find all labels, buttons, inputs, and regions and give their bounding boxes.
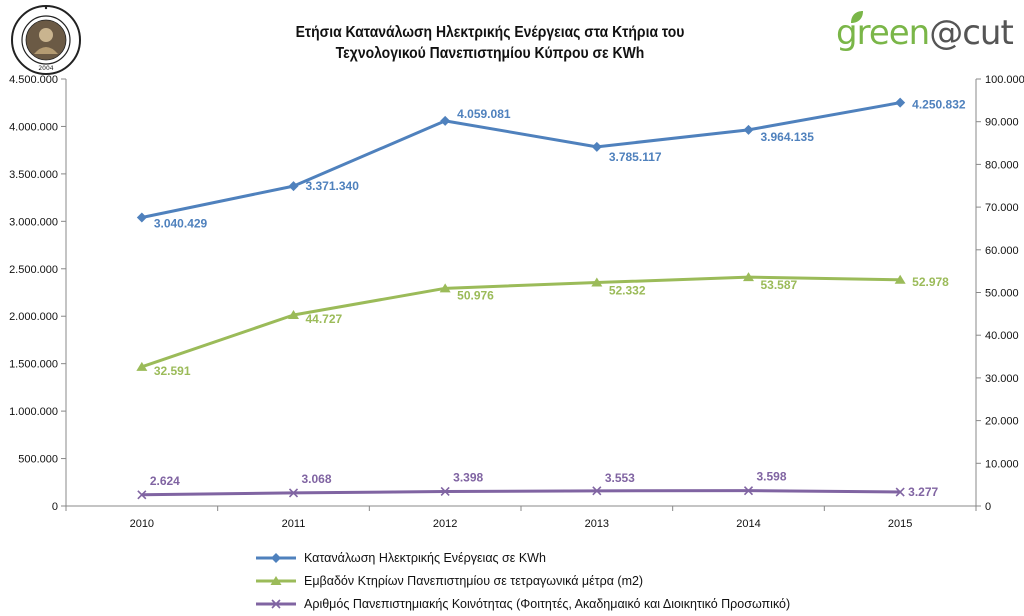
y-right-tick-label: 90.000 bbox=[985, 117, 1019, 129]
data-label: 53.587 bbox=[761, 278, 798, 292]
data-point-x bbox=[288, 488, 299, 498]
legend-diamond-marker-icon bbox=[256, 552, 296, 563]
data-point-diamond bbox=[895, 97, 906, 108]
chart-axes: 0 500.000 1.000.000 1.500.000 2.000.000 2.500… bbox=[9, 74, 1024, 530]
data-label: 2.624 bbox=[150, 474, 180, 488]
green-cut-logo: green@cut bbox=[836, 8, 1014, 58]
brand-cut-text: @cut bbox=[929, 13, 1014, 53]
y-right-tick-label: 80.000 bbox=[985, 159, 1019, 171]
chart-title-line-2: Τεχνολογικού Πανεπιστημίου Κύπρου σε KWh bbox=[335, 45, 645, 62]
legend-label-consumption: Κατανάλωση Ηλεκτρικής Ενέργειας σε KWh bbox=[304, 550, 546, 565]
y-left-tick-label: 3.000.000 bbox=[9, 216, 58, 228]
legend-label-community: Αριθμός Πανεπιστημιακής Κοινότητας (Φοιτ… bbox=[304, 596, 791, 611]
data-point-diamond bbox=[591, 141, 602, 152]
series-data-labels: 3.040.429 3.371.340 4.059.081 3.785.117 3.96… bbox=[150, 98, 966, 499]
y-right-tick-label: 0 bbox=[985, 501, 991, 513]
data-point-triangle bbox=[288, 310, 299, 320]
data-point-x bbox=[137, 490, 147, 500]
data-label: 3.964.135 bbox=[761, 130, 815, 144]
y-left-tick-label: 2.500.000 bbox=[9, 264, 58, 276]
chart-title-line-1: Ετήσια Κατανάλωση Ηλεκτρικής Ενέργειας σ… bbox=[295, 24, 685, 41]
y-right-tick-label: 10.000 bbox=[985, 458, 1019, 470]
y-left-tick-label: 1.500.000 bbox=[9, 359, 58, 371]
y-left-tick-label: 0 bbox=[52, 501, 58, 513]
y-right-tick-label: 70.000 bbox=[985, 202, 1019, 214]
x-tick-label: 2015 bbox=[888, 518, 912, 530]
data-point-diamond bbox=[136, 212, 147, 223]
data-label: 50.976 bbox=[457, 288, 494, 302]
svg-text:2004: 2004 bbox=[38, 65, 53, 72]
legend-triangle-marker-icon bbox=[256, 575, 296, 585]
data-point-x bbox=[592, 486, 602, 496]
data-label: 52.332 bbox=[609, 284, 646, 298]
series-line-3 bbox=[141, 489, 901, 497]
data-point-diamond bbox=[743, 124, 754, 135]
data-label: 32.591 bbox=[154, 364, 191, 378]
x-tick-label: 2012 bbox=[433, 518, 457, 530]
y-right-tick-label: 20.000 bbox=[985, 416, 1019, 428]
data-label: 3.068 bbox=[302, 472, 332, 486]
chart-legend: Κατανάλωση Ηλεκτρικής Ενέργειας σε KWh Ε… bbox=[256, 546, 790, 615]
data-label: 3.371.340 bbox=[306, 179, 360, 193]
series-lines bbox=[141, 101, 901, 497]
leaf-icon bbox=[851, 11, 863, 23]
data-label: 52.978 bbox=[912, 275, 949, 289]
series-line-2 bbox=[141, 275, 901, 369]
data-point-x bbox=[440, 486, 450, 497]
data-point-diamond bbox=[440, 115, 451, 126]
series-line-1 bbox=[141, 101, 901, 219]
data-point-triangle bbox=[591, 277, 603, 287]
data-point-triangle bbox=[743, 272, 754, 282]
university-seal-logo: 2004 bbox=[11, 5, 81, 75]
x-tick-label: 2011 bbox=[282, 518, 306, 530]
data-label: 44.727 bbox=[306, 312, 343, 326]
legend-item-area: Εμβαδόν Κτηρίων Πανεπιστημίου σε τετραγω… bbox=[256, 569, 790, 592]
data-point-triangle bbox=[136, 361, 148, 371]
y-right-tick-label: 50.000 bbox=[985, 288, 1019, 300]
data-point-triangle bbox=[439, 283, 451, 293]
y-left-tick-label: 2.000.000 bbox=[9, 311, 58, 323]
y-right-tick-label: 30.000 bbox=[985, 373, 1019, 385]
y-left-tick-label: 3.500.000 bbox=[9, 169, 58, 181]
data-point-diamond bbox=[288, 181, 299, 192]
data-label: 3.277 bbox=[908, 485, 938, 499]
legend-label-area: Εμβαδόν Κτηρίων Πανεπιστημίου σε τετραγω… bbox=[304, 573, 644, 588]
y-right-tick-label: 100.000 bbox=[985, 74, 1024, 86]
legend-x-marker-icon bbox=[256, 598, 296, 609]
data-point-x bbox=[743, 486, 754, 496]
y-left-tick-label: 4.000.000 bbox=[9, 121, 58, 133]
y-left-tick-label: 4.500.000 bbox=[9, 74, 58, 86]
legend-item-consumption: Κατανάλωση Ηλεκτρικής Ενέργειας σε KWh bbox=[256, 546, 790, 569]
x-tick-label: 2010 bbox=[130, 518, 154, 530]
y-right-tick-label: 60.000 bbox=[985, 245, 1019, 257]
x-tick-label: 2014 bbox=[736, 518, 760, 530]
x-tick-label: 2013 bbox=[585, 518, 609, 530]
chart-title: Ετήσια Κατανάλωση Ηλεκτρικής Ενέργειας σ… bbox=[211, 22, 769, 64]
data-label: 3.553 bbox=[605, 471, 635, 485]
data-label: 4.059.081 bbox=[457, 107, 511, 121]
data-label: 3.040.429 bbox=[154, 216, 208, 230]
data-label: 3.398 bbox=[453, 470, 483, 484]
y-right-tick-label: 40.000 bbox=[985, 330, 1019, 342]
data-point-triangle bbox=[894, 274, 906, 284]
y-left-tick-label: 1.000.000 bbox=[9, 406, 58, 418]
legend-item-community: Αριθμός Πανεπιστημιακής Κοινότητας (Φοιτ… bbox=[256, 592, 790, 615]
y-left-tick-label: 500.000 bbox=[18, 454, 58, 466]
data-label: 3.598 bbox=[757, 470, 787, 484]
data-label: 4.250.832 bbox=[912, 98, 966, 112]
data-point-x bbox=[895, 487, 905, 497]
series-markers bbox=[136, 97, 906, 500]
data-label: 3.785.117 bbox=[609, 150, 662, 164]
